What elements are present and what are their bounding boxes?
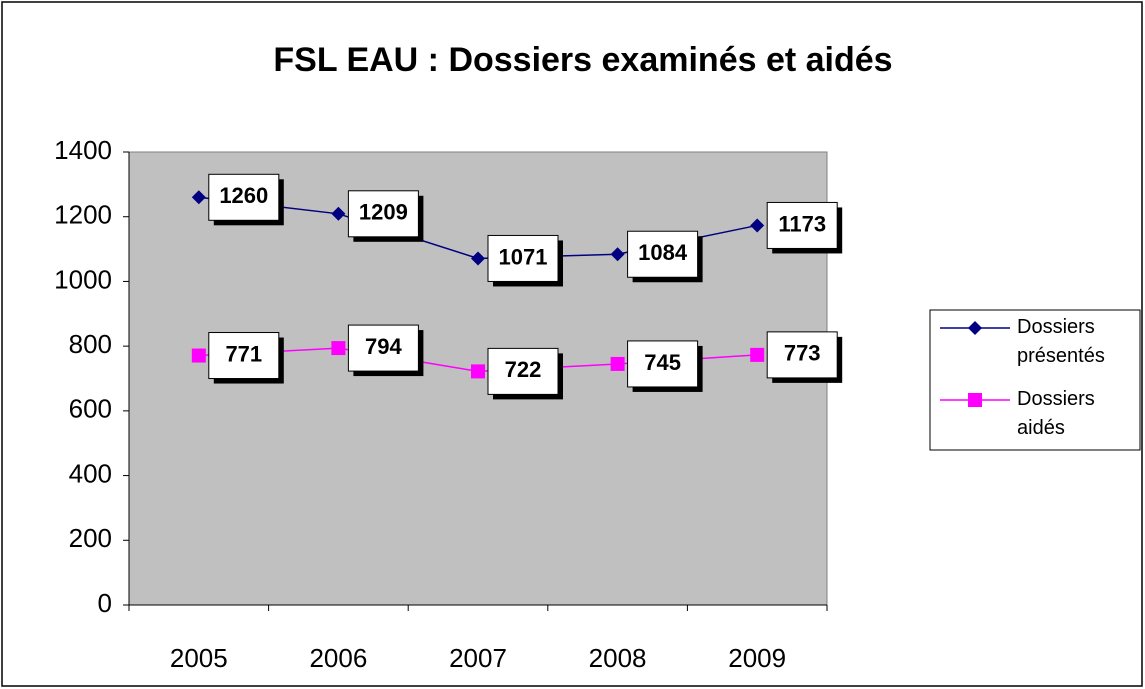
data-label: 794	[365, 334, 402, 359]
y-tick-label: 1000	[54, 264, 112, 294]
marker	[471, 364, 485, 379]
y-tick-label: 600	[69, 394, 112, 424]
data-label: 771	[225, 341, 262, 366]
label-box	[208, 332, 280, 380]
marker	[191, 348, 206, 363]
label-box	[766, 201, 838, 249]
chart-title: FSL EAU : Dossiers examinés et aidés	[273, 41, 892, 79]
label-box	[487, 347, 559, 395]
legend-box	[929, 309, 1141, 451]
data-label: 1260	[219, 183, 268, 208]
marker	[750, 218, 765, 233]
y-tick-label: 800	[69, 329, 112, 359]
data-label: 1173	[778, 211, 826, 236]
x-tick-label: 2008	[589, 643, 647, 673]
y-tick-label: 1400	[54, 135, 112, 165]
data-label: 745	[644, 350, 681, 375]
label-box	[766, 331, 838, 379]
label-box	[627, 340, 699, 388]
x-tick-label: 2007	[449, 643, 507, 673]
label-box	[487, 234, 559, 282]
marker	[750, 347, 765, 362]
label-box	[208, 173, 280, 221]
marker	[331, 206, 346, 221]
y-tick-label: 400	[69, 458, 112, 488]
marker	[610, 356, 625, 371]
data-label: 1084	[638, 240, 688, 265]
data-label: 1071	[499, 244, 548, 269]
x-tick-label: 2005	[170, 643, 228, 673]
marker	[968, 393, 982, 407]
marker	[610, 247, 625, 262]
label-box	[347, 190, 419, 238]
y-tick-label: 0	[98, 588, 112, 618]
data-label: 1209	[359, 200, 408, 225]
y-tick-label: 1200	[54, 200, 112, 230]
label-box	[347, 324, 419, 372]
y-tick-label: 200	[69, 523, 112, 553]
marker	[471, 251, 485, 266]
legend-label: Dossiers aidés	[1017, 388, 1095, 439]
data-label: 773	[784, 341, 821, 366]
legend-label: Dossiers présentés	[1017, 316, 1105, 367]
marker	[331, 341, 346, 356]
label-box	[627, 230, 699, 278]
x-tick-label: 2009	[728, 643, 786, 673]
marker	[968, 321, 982, 335]
x-tick-label: 2006	[309, 643, 367, 673]
data-label: 722	[505, 357, 542, 382]
marker	[191, 190, 206, 205]
